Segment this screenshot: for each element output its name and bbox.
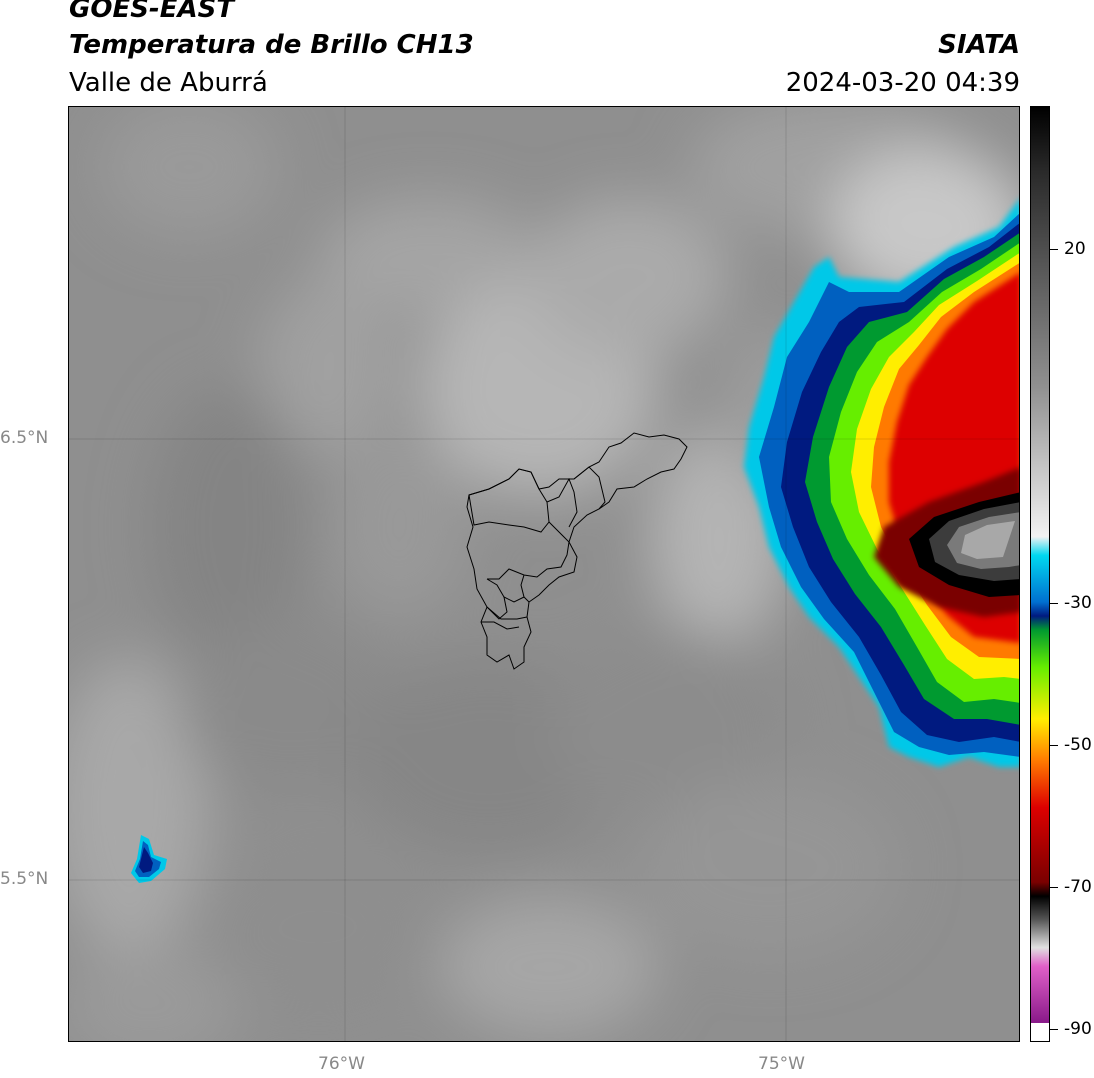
municipality-boundaries: [466, 432, 688, 670]
storm-system: [744, 199, 1019, 767]
satellite-title: GOES-EAST: [69, 0, 235, 24]
datetime-label: 2024-03-20 04:39: [785, 68, 1020, 98]
colorbar-label-minus-30: -30: [1064, 593, 1092, 613]
colorbar-tick-minus-50: [1050, 745, 1058, 746]
colorbar-min-box: [1031, 1023, 1049, 1041]
lon-label-75: 75°W: [758, 1054, 805, 1074]
map-canvas: [69, 107, 1019, 1041]
colorbar-fill: [1031, 107, 1049, 1041]
product-title: Temperatura de Brillo CH13: [69, 30, 474, 60]
colorbar-tick-minus-90: [1050, 1029, 1058, 1030]
colorbar-label-minus-50: -50: [1064, 735, 1092, 755]
organization-label: SIATA: [938, 30, 1020, 60]
colorbar: [1030, 106, 1050, 1042]
colorbar-label-minus-90: -90: [1064, 1019, 1092, 1039]
lat-label-5-5: 5.5°N: [0, 869, 49, 889]
satellite-map: [68, 106, 1020, 1042]
region-subtitle: Valle de Aburrá: [69, 68, 268, 98]
lon-label-76: 76°W: [318, 1054, 365, 1074]
colorbar-tick-minus-30: [1050, 603, 1058, 604]
colorbar-tick-minus-70: [1050, 887, 1058, 888]
cold-spot: [131, 835, 167, 883]
gridlines: [69, 107, 1019, 1041]
lat-label-6-5: 6.5°N: [0, 428, 49, 448]
colorbar-gradient: [1031, 107, 1049, 1041]
colorbar-label-minus-70: -70: [1064, 877, 1092, 897]
colorbar-label-20: 20: [1064, 239, 1086, 259]
colorbar-tick-20: [1050, 249, 1058, 250]
cloud-texture: [69, 107, 1019, 1041]
